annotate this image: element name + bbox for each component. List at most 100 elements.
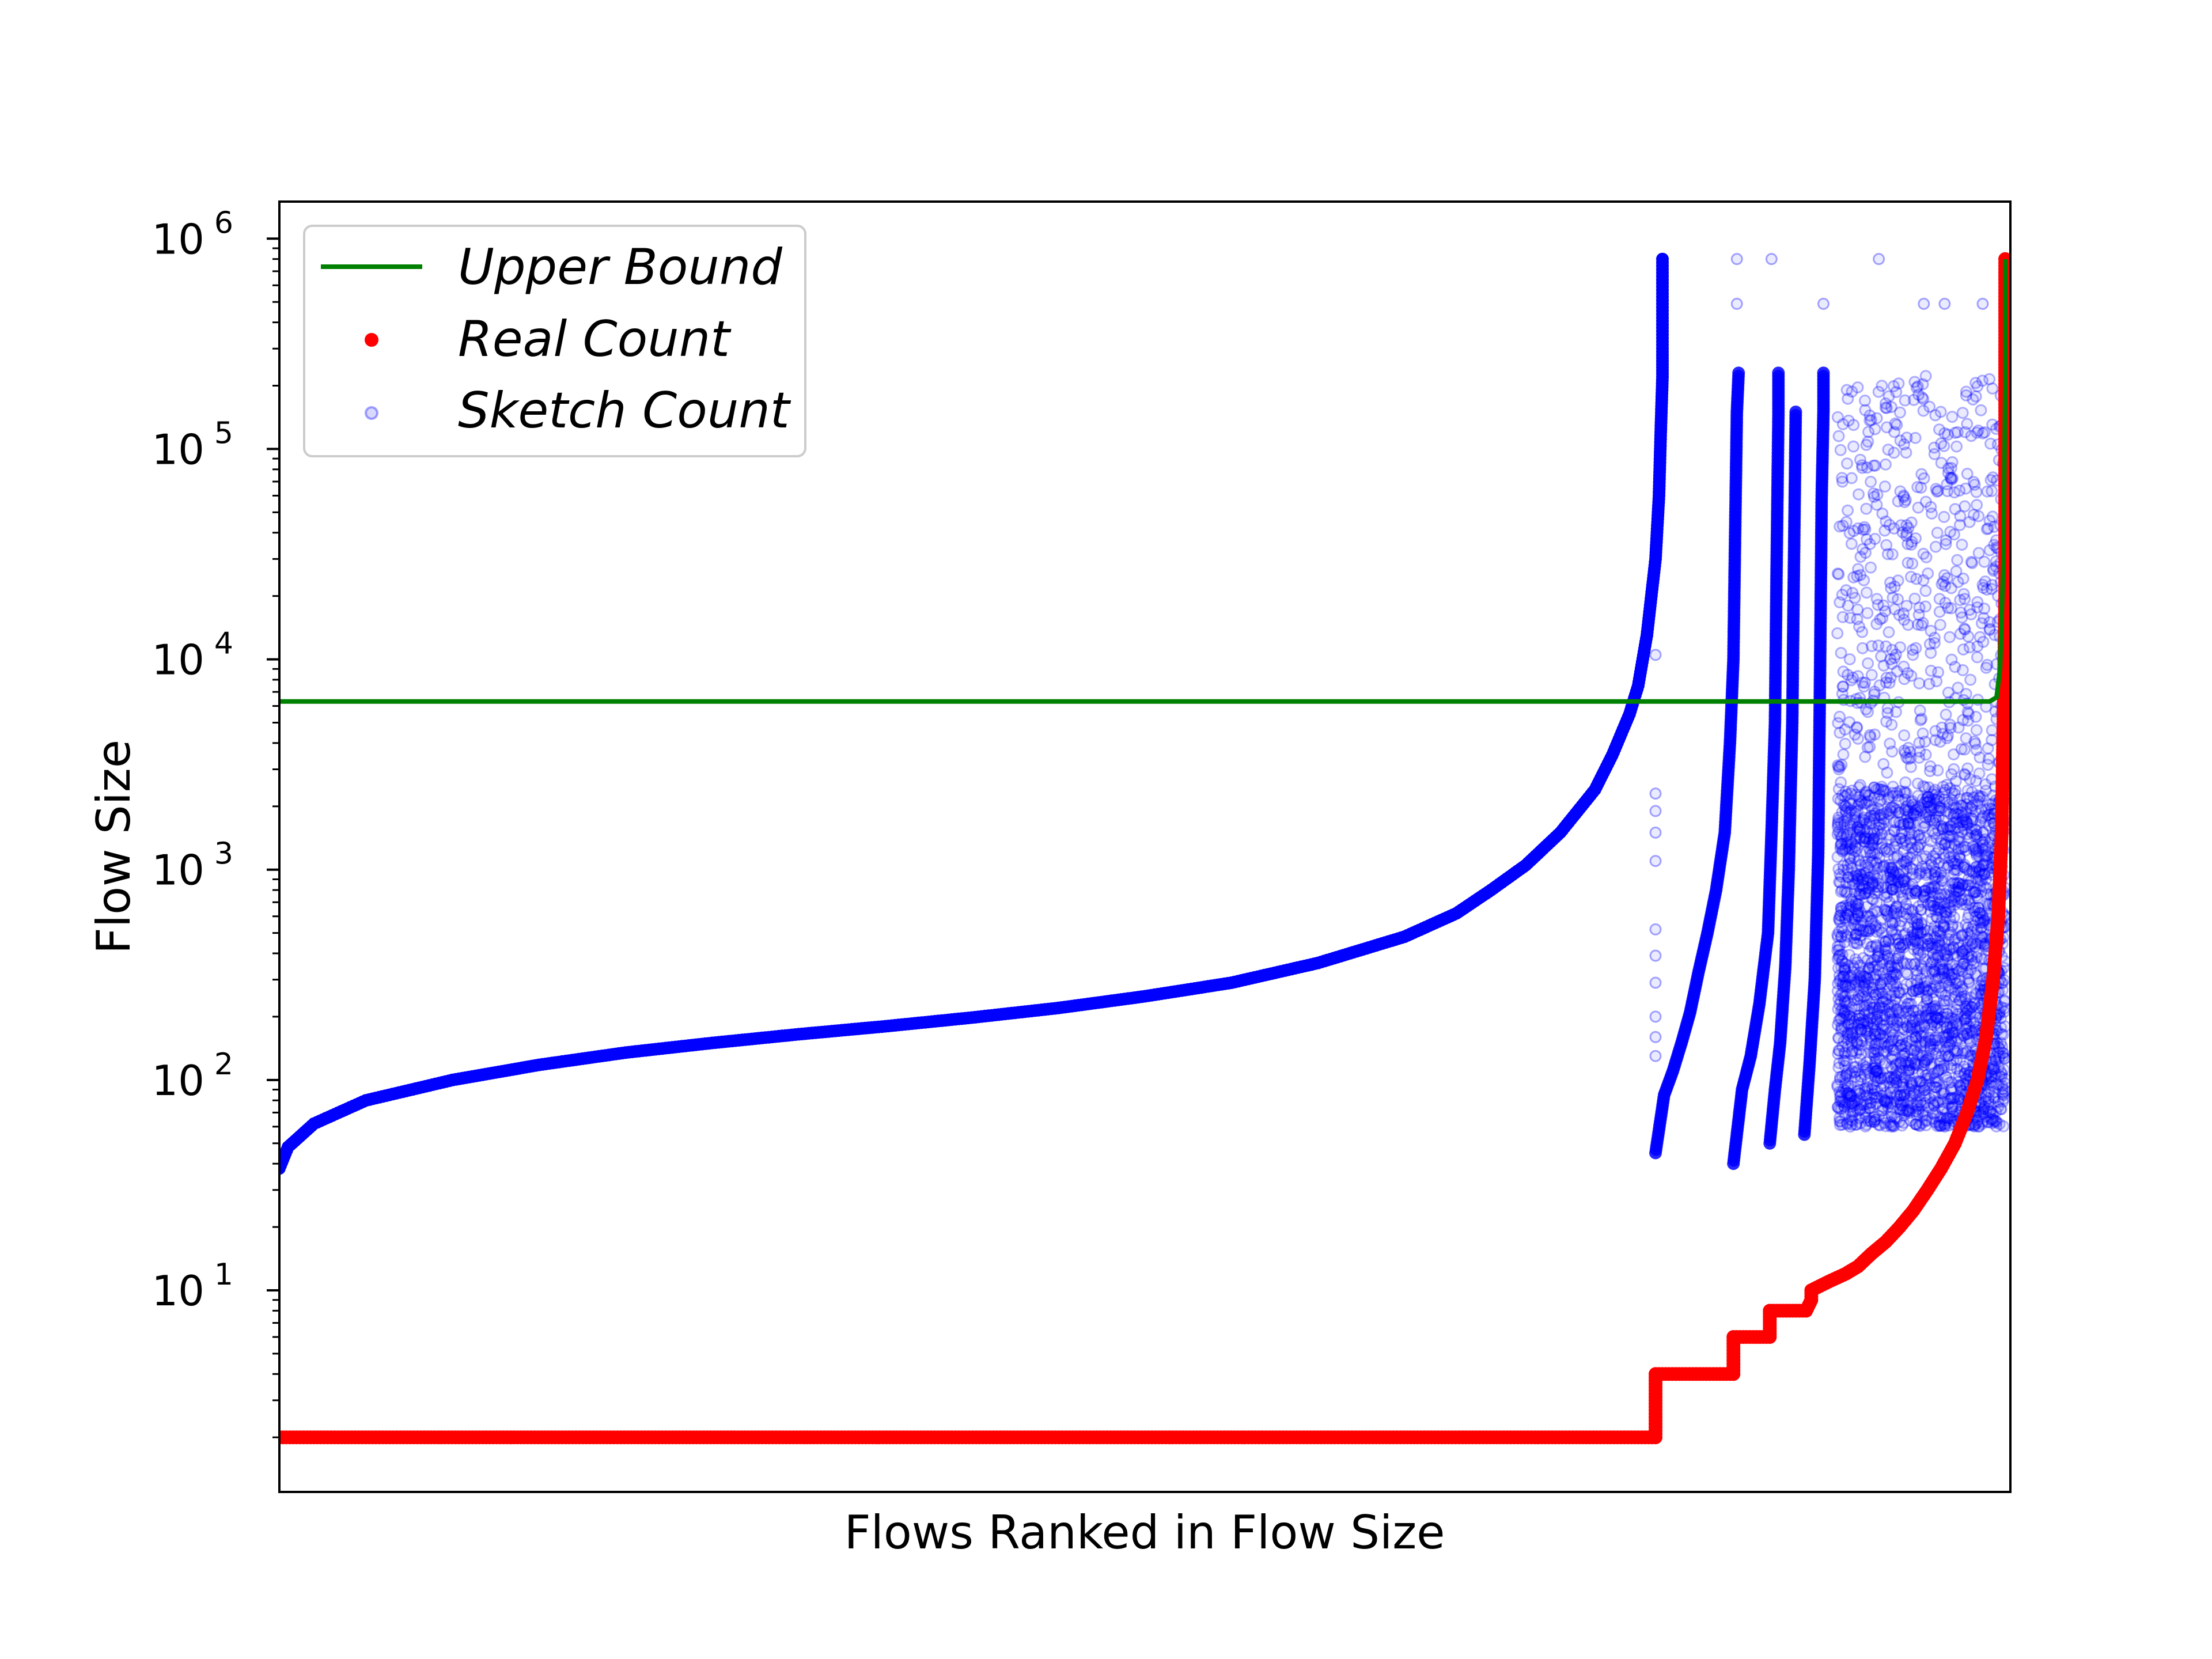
sketch-count-point <box>1902 1066 1914 1078</box>
sketch-count-point <box>1986 485 1998 497</box>
sketch-count-point <box>1730 297 1743 310</box>
sketch-count-point <box>1938 297 1951 310</box>
sketch-count-point <box>1935 457 1948 469</box>
sketch-count-point <box>1832 717 1844 729</box>
sketch-count-point <box>1898 872 1911 885</box>
sketch-count-point <box>1942 1112 1955 1124</box>
sketch-count-point <box>1877 953 1890 965</box>
sketch-count-point <box>1869 1028 1881 1041</box>
sketch-count-point <box>1924 1092 1936 1105</box>
sketch-count-point <box>1874 986 1887 999</box>
sketch-count-point <box>1907 649 1919 661</box>
sketch-count-point <box>1945 1062 1957 1074</box>
sketch-count-point <box>1919 1054 1932 1067</box>
sketch-count-point <box>1919 1097 1931 1109</box>
sketch-count-point <box>1901 1020 1914 1032</box>
sketch-count-point <box>1931 764 1944 777</box>
sketch-count-point <box>1984 437 1997 450</box>
sketch-count-point <box>1967 902 1979 914</box>
sketch-count-point <box>1973 1120 1985 1133</box>
sketch-count-point <box>1845 537 1858 550</box>
sketch-count-point <box>1864 1013 1877 1025</box>
sketch-count-point <box>1850 897 1862 910</box>
sketch-count-point <box>1907 393 1920 406</box>
sketch-count-point <box>1861 874 1874 887</box>
sketch-count-point <box>1983 616 1996 628</box>
sketch-count-point <box>1853 1013 1866 1025</box>
sketch-count-point <box>1868 1091 1881 1104</box>
sketch-count-point <box>1836 611 1849 623</box>
sketch-count-point <box>1912 1067 1925 1080</box>
sketch-count-point <box>1868 728 1881 741</box>
sketch-count-point <box>1842 871 1855 884</box>
sketch-count-point <box>1933 1063 1946 1076</box>
sketch-count-point <box>1976 374 1988 387</box>
sketch-count-point <box>1871 488 1884 501</box>
sketch-count-point <box>1832 430 1845 442</box>
sketch-count-point <box>1842 504 1854 517</box>
sketch-count-point <box>1965 556 1978 568</box>
sketch-count-point <box>1976 297 1989 310</box>
sketch-count-point <box>1872 945 1885 957</box>
sketch-count-point <box>1944 926 1957 939</box>
sketch-count-point <box>1937 847 1950 860</box>
sketch-count-point <box>1846 817 1859 830</box>
sketch-count-point <box>1945 602 1957 615</box>
sketch-count-point <box>1879 458 1892 471</box>
sketch-count-point <box>1868 781 1881 794</box>
sketch-count-point <box>1865 809 1877 822</box>
sketch-count-point <box>1837 665 1850 678</box>
sketch-count-point <box>1883 626 1895 638</box>
sketch-count-point <box>1849 728 1861 741</box>
sketch-count-point <box>1912 1004 1925 1017</box>
sketch-count-point <box>1929 1116 1941 1128</box>
sketch-count-point <box>1941 572 1953 585</box>
sketch-count-point <box>1851 906 1864 919</box>
sketch-count-point <box>1842 1026 1854 1039</box>
sketch-count-point <box>1836 976 1849 989</box>
sketch-count-point <box>1872 599 1884 611</box>
sketch-count-point <box>1893 406 1906 419</box>
sketch-count-point <box>1957 1029 1969 1041</box>
sketch-count-point <box>1914 1096 1927 1108</box>
sketch-count-point <box>1931 940 1944 952</box>
sketch-count-point <box>1649 976 1662 989</box>
sketch-count-point <box>1878 480 1891 493</box>
sketch-count-point <box>1836 955 1849 967</box>
sketch-count-point <box>1859 404 1872 416</box>
sketch-count-point <box>1869 1092 1882 1104</box>
sketch-count-point <box>1891 961 1904 974</box>
sketch-count-point <box>1927 925 1940 937</box>
sketch-count-point <box>1906 557 1919 570</box>
sketch-count-point <box>1978 555 1991 568</box>
sketch-count-point <box>1864 1115 1877 1127</box>
sketch-count-point <box>1927 850 1940 862</box>
sketch-count-point <box>1946 1021 1959 1033</box>
sketch-count-point <box>1850 1119 1862 1131</box>
sketch-count-point <box>1956 539 1968 551</box>
sketch-count-point <box>1912 947 1925 960</box>
sketch-count-point <box>1833 998 1846 1011</box>
sketch-count-point <box>1911 927 1923 940</box>
sketch-count-point <box>1899 747 1911 759</box>
sketch-count-point <box>1849 919 1862 932</box>
sketch-count-point <box>1957 878 1969 891</box>
sketch-count-point <box>1849 913 1862 926</box>
sketch-count-point <box>1902 619 1914 631</box>
sketch-count-point <box>1831 1078 1844 1091</box>
sketch-count-point <box>1847 419 1860 431</box>
sketch-count-point <box>1833 1103 1846 1115</box>
sketch-count-point <box>1832 1032 1845 1045</box>
sketch-count-point <box>1950 1062 1963 1075</box>
sketch-count-point <box>1839 936 1851 949</box>
sketch-count-point <box>1842 1088 1855 1100</box>
sketch-count-point <box>1915 619 1928 631</box>
sketch-count-point <box>1877 659 1890 672</box>
sketch-count-point <box>1913 601 1926 614</box>
sketch-count-point <box>1888 426 1900 438</box>
sketch-count-point <box>1959 593 1971 605</box>
sketch-count-point <box>1930 1047 1942 1060</box>
sketch-count-point <box>1906 1080 1918 1092</box>
sketch-count-point <box>1942 686 1955 699</box>
sketch-count-point <box>1891 980 1903 993</box>
